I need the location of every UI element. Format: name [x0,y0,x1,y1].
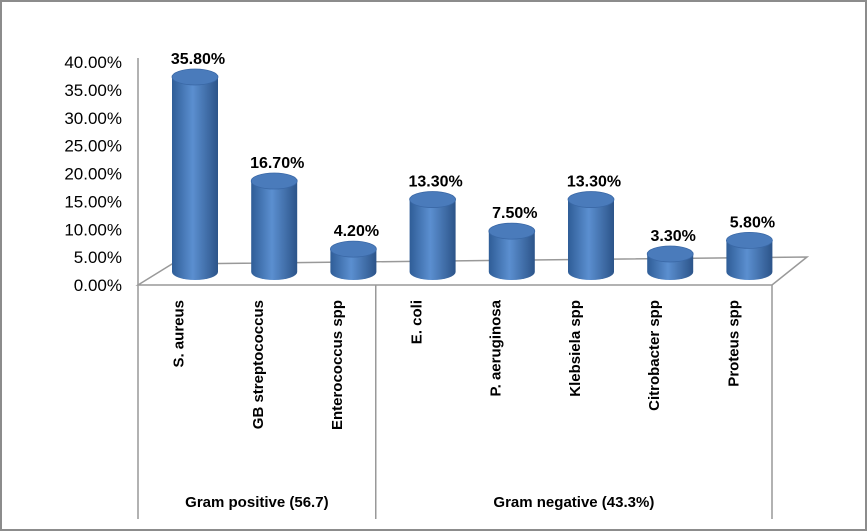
bar [726,232,773,280]
bar-top [329,240,377,258]
bar-top [409,191,457,208]
y-tick-label: 35.00% [64,81,122,100]
data-label: 7.50% [492,205,537,222]
bar-top [488,222,536,240]
y-tick-label: 10.00% [64,220,122,239]
y-tick-label: 25.00% [64,137,122,156]
category-label: E. coli [408,300,425,344]
bar [567,191,615,280]
bar-top [567,191,615,208]
bar-body [568,199,614,280]
y-tick-label: 30.00% [64,109,122,128]
data-label: 13.30% [408,174,462,191]
bar-body [726,240,773,280]
y-tick-label: 0.00% [74,276,122,295]
data-label: 3.30% [651,228,696,245]
labels-group: Gram positive (56.7) Gram negative (43.3%… [171,51,775,511]
bar-body [409,199,456,280]
bar [646,245,694,280]
y-tick-label: 5.00% [74,248,122,267]
bar-body [251,181,298,280]
y-tick-label: 15.00% [64,192,122,211]
axes-group: 0.00% 5.00% 10.00% 15.00% 20.00% 25.00% 30.00%… [64,53,810,519]
bar-body [172,77,218,280]
bar [250,172,298,280]
category-label: S. aureus [171,300,188,368]
bar [488,222,536,280]
group-label: Gram positive (56.7) [185,494,328,511]
bar-body [330,249,377,280]
bar [329,240,377,280]
bar [171,68,219,280]
data-label: 4.20% [334,223,379,240]
category-label: P. aeruginosa [488,299,505,396]
bar-top [171,68,219,86]
category-label: Proteus spp [725,300,742,387]
bar-body [488,231,535,280]
group-label: Gram negative (43.3%) [493,494,654,511]
bar [409,191,457,280]
y-tick-label: 40.00% [64,53,122,72]
bar-top [646,245,694,263]
category-label: Enterococcus spp [329,300,346,430]
category-label: Citrobacter spp [646,300,663,411]
bar-top [726,232,773,249]
bars-group [171,68,773,280]
category-label: Klebsiela spp [567,300,584,397]
data-label: 13.30% [567,174,621,191]
data-label: 16.70% [250,155,304,172]
data-label: 35.80% [171,51,225,68]
y-tick-label: 20.00% [64,165,122,184]
category-label: GB streptococcus [250,300,267,429]
bar-top [250,172,298,190]
data-label: 5.80% [730,214,775,231]
floor-plane [135,256,810,286]
